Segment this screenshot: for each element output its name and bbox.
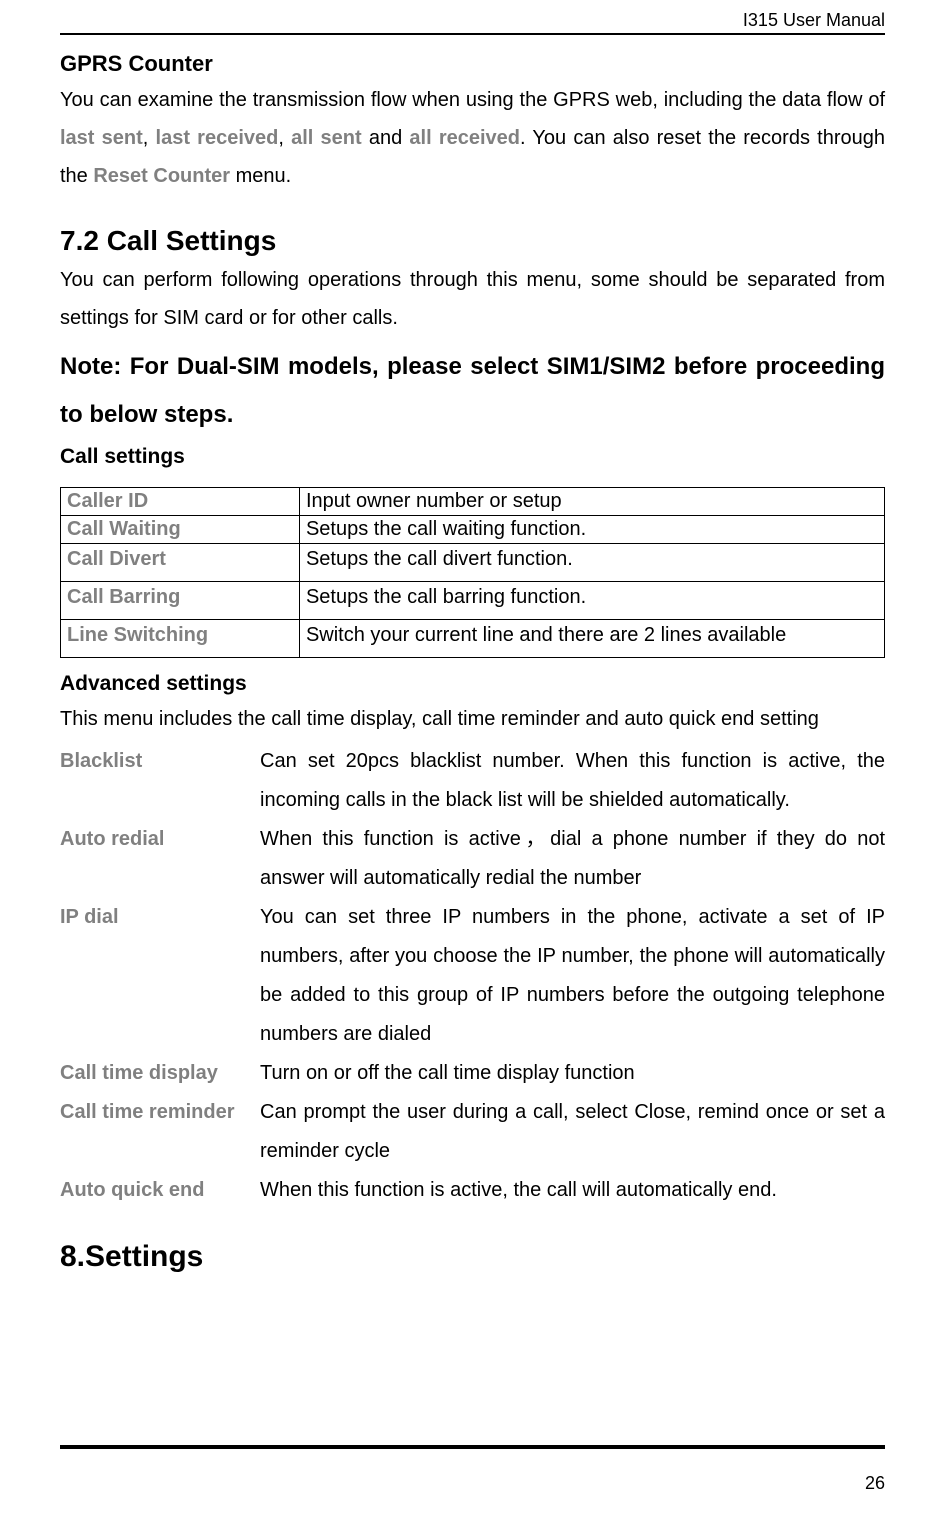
- advanced-row: Auto quick endWhen this function is acti…: [60, 1171, 885, 1210]
- advanced-label: Call time display: [60, 1054, 260, 1093]
- advanced-intro: This menu includes the call time display…: [60, 700, 885, 738]
- gprs-heading: GPRS Counter: [60, 51, 885, 77]
- table-row: Line SwitchingSwitch your current line a…: [61, 620, 885, 658]
- page-footer: 26: [60, 1445, 885, 1494]
- advanced-desc: Can set 20pcs blacklist number. When thi…: [260, 742, 885, 820]
- term-last-received: last received: [156, 127, 279, 149]
- doc-title: I315 User Manual: [743, 10, 885, 30]
- gprs-comma2: ,: [278, 127, 291, 149]
- table-row: Call WaitingSetups the call waiting func…: [61, 516, 885, 544]
- table-cell-label: Call Divert: [61, 544, 300, 582]
- advanced-list: BlacklistCan set 20pcs blacklist number.…: [60, 742, 885, 1210]
- gprs-comma1: ,: [143, 127, 156, 149]
- table-row: Call BarringSetups the call barring func…: [61, 582, 885, 620]
- advanced-row: Call time reminderCan prompt the user du…: [60, 1093, 885, 1171]
- advanced-label: Blacklist: [60, 742, 260, 781]
- advanced-desc: Can prompt the user during a call, selec…: [260, 1093, 885, 1171]
- gprs-paragraph: You can examine the transmission flow wh…: [60, 81, 885, 195]
- advanced-desc: When this function is active，dial a phon…: [260, 820, 885, 898]
- table-cell-label: Call Barring: [61, 582, 300, 620]
- advanced-label: Auto redial: [60, 820, 260, 859]
- page-number: 26: [60, 1473, 885, 1494]
- page-content: GPRS Counter You can examine the transmi…: [0, 39, 945, 1274]
- advanced-label: Call time reminder: [60, 1093, 260, 1132]
- table-cell-desc: Setups the call barring function.: [299, 582, 884, 620]
- chapter-8-heading: 8.Settings: [60, 1240, 885, 1274]
- call-settings-subheading: Call settings: [60, 445, 885, 469]
- call-settings-note: Note: For Dual-SIM models, please select…: [60, 343, 885, 439]
- header-rule: [60, 33, 885, 35]
- advanced-row: Auto redialWhen this function is active，…: [60, 820, 885, 898]
- table-row: Call DivertSetups the call divert functi…: [61, 544, 885, 582]
- term-all-received: all received: [409, 127, 520, 149]
- footer-rule: [60, 1445, 885, 1449]
- term-all-sent: all sent: [291, 127, 362, 149]
- advanced-desc: You can set three IP numbers in the phon…: [260, 898, 885, 1054]
- advanced-desc: When this function is active, the call w…: [260, 1171, 885, 1210]
- gprs-and: and: [362, 127, 410, 149]
- advanced-label: IP dial: [60, 898, 260, 937]
- call-settings-tbody: Caller IDInput owner number or setupCall…: [61, 488, 885, 658]
- advanced-row: BlacklistCan set 20pcs blacklist number.…: [60, 742, 885, 820]
- call-settings-heading: 7.2 Call Settings: [60, 225, 885, 257]
- term-reset-counter: Reset Counter: [93, 165, 230, 187]
- page-header: I315 User Manual: [0, 0, 945, 39]
- table-cell-desc: Setups the call waiting function.: [299, 516, 884, 544]
- advanced-label: Auto quick end: [60, 1171, 260, 1210]
- table-row: Caller IDInput owner number or setup: [61, 488, 885, 516]
- advanced-row: Call time displayTurn on or off the call…: [60, 1054, 885, 1093]
- advanced-desc: Turn on or off the call time display fun…: [260, 1054, 885, 1093]
- table-cell-desc: Input owner number or setup: [299, 488, 884, 516]
- gprs-text-a: You can examine the transmission flow wh…: [60, 89, 885, 111]
- table-cell-desc: Setups the call divert function.: [299, 544, 884, 582]
- table-cell-label: Call Waiting: [61, 516, 300, 544]
- table-cell-desc: Switch your current line and there are 2…: [299, 620, 884, 658]
- term-last-sent: last sent: [60, 127, 143, 149]
- gprs-text-c: menu.: [230, 165, 291, 187]
- page: I315 User Manual GPRS Counter You can ex…: [0, 0, 945, 1524]
- call-settings-intro: You can perform following operations thr…: [60, 261, 885, 337]
- table-cell-label: Caller ID: [61, 488, 300, 516]
- call-settings-table: Caller IDInput owner number or setupCall…: [60, 487, 885, 658]
- table-cell-label: Line Switching: [61, 620, 300, 658]
- advanced-heading: Advanced settings: [60, 672, 885, 696]
- advanced-row: IP dialYou can set three IP numbers in t…: [60, 898, 885, 1054]
